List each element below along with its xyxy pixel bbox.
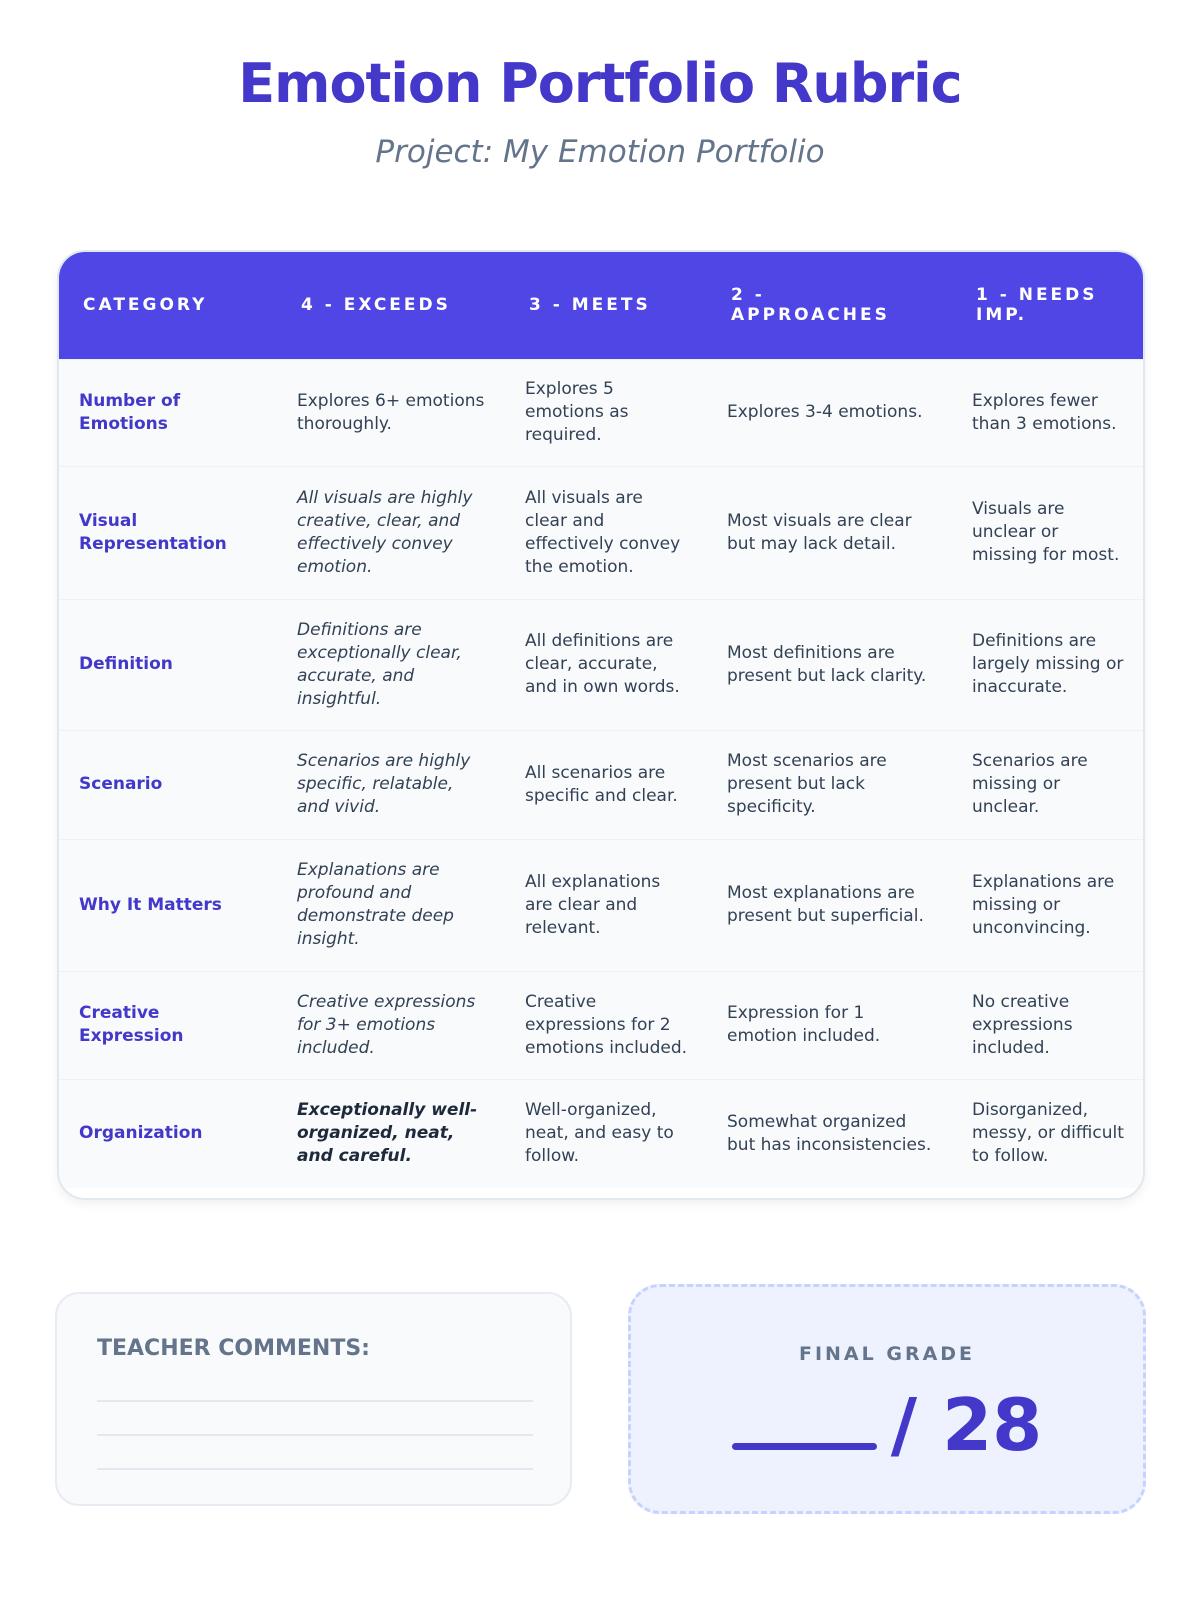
cell-exceeds: All visuals are highly creative, clear, … [277, 465, 505, 599]
row-category: Visual Representation [59, 465, 277, 599]
cell-meets: All scenarios are specific and clear. [505, 729, 707, 839]
table-row: Definition Definitions are exceptionally … [59, 598, 1143, 730]
cell-meets: Explores 5 emotions as required. [505, 358, 707, 466]
comment-line [97, 1400, 533, 1402]
final-grade-box: FINAL GRADE / 28 [628, 1284, 1146, 1514]
row-category: Why It Matters [59, 838, 277, 971]
table-row: Why It Matters Explanations are profound … [59, 838, 1143, 971]
grade-blank[interactable] [731, 1443, 877, 1450]
row-category: Definition [59, 598, 277, 730]
cell-needs-improvement: Scenarios are missing or unclear. [952, 729, 1143, 839]
cell-exceeds: Exceptionally well-organized, neat, and … [277, 1078, 505, 1188]
cell-meets: All visuals are clear and effectively co… [505, 465, 707, 599]
header-category: CATEGORY [59, 252, 277, 359]
cell-meets: All definitions are clear, accurate, and… [505, 598, 707, 730]
grade-total: / 28 [890, 1383, 1043, 1467]
final-grade-label: FINAL GRADE [798, 1343, 976, 1365]
cell-meets: All explanations are clear and relevant. [505, 838, 707, 971]
cell-exceeds: Definitions are exceptionally clear, acc… [277, 598, 505, 730]
cell-needs-improvement: Visuals are unclear or missing for most. [952, 465, 1143, 599]
cell-approaches: Somewhat organized but has inconsistenci… [707, 1078, 952, 1188]
table-row: Visual Representation All visuals are hig… [59, 465, 1143, 599]
cell-approaches: Most scenarios are present but lack spec… [707, 729, 952, 839]
teacher-comments-label: TEACHER COMMENTS: [97, 1336, 370, 1361]
cell-exceeds: Explores 6+ emotions thoroughly. [277, 358, 505, 466]
table-row: Organization Exceptionally well-organized… [59, 1078, 1143, 1188]
cell-approaches: Explores 3-4 emotions. [707, 358, 952, 466]
page-title: Emotion Portfolio Rubric [238, 52, 962, 115]
cell-exceeds: Scenarios are highly specific, relatable… [277, 729, 505, 839]
cell-approaches: Most explanations are present but superf… [707, 838, 952, 971]
rubric-table: CATEGORY 4 - EXCEEDS 3 - MEETS 2 - APPRO… [59, 252, 1143, 1188]
row-category: Number of Emotions [59, 358, 277, 466]
cell-meets: Well-organized, neat, and easy to follow… [505, 1078, 707, 1188]
final-grade-value: / 28 [631, 1383, 1143, 1467]
cell-approaches: Expression for 1 emotion included. [707, 970, 952, 1079]
project-subtitle: Project: My Emotion Portfolio [375, 134, 825, 170]
row-category: Organization [59, 1078, 277, 1188]
teacher-comments-box[interactable]: TEACHER COMMENTS: [55, 1292, 572, 1506]
cell-exceeds: Creative expressions for 3+ emotions inc… [277, 970, 505, 1079]
cell-needs-improvement: Disorganized, messy, or difficult to fol… [952, 1078, 1143, 1188]
table-row: Scenario Scenarios are highly specific, r… [59, 729, 1143, 839]
cell-approaches: Most definitions are present but lack cl… [707, 598, 952, 730]
rubric-table-card: CATEGORY 4 - EXCEEDS 3 - MEETS 2 - APPRO… [57, 250, 1145, 1200]
cell-needs-improvement: Definitions are largely missing or inacc… [952, 598, 1143, 730]
header-meets: 3 - MEETS [505, 252, 707, 359]
row-category: Creative Expression [59, 970, 277, 1079]
cell-needs-improvement: Explanations are missing or unconvincing… [952, 838, 1143, 971]
header-exceeds: 4 - EXCEEDS [277, 252, 505, 359]
comment-line [97, 1468, 533, 1470]
cell-needs-improvement: No creative expressions included. [952, 970, 1143, 1079]
row-category: Scenario [59, 729, 277, 839]
cell-approaches: Most visuals are clear but may lack deta… [707, 465, 952, 599]
table-row: Number of Emotions Explores 6+ emotions t… [59, 358, 1143, 466]
cell-exceeds: Explanations are profound and demonstrat… [277, 838, 505, 971]
cell-meets: Creative expressions for 2 emotions incl… [505, 970, 707, 1079]
cell-needs-improvement: Explores fewer than 3 emotions. [952, 358, 1143, 466]
table-row: Creative Expression Creative expressions … [59, 970, 1143, 1079]
header-approaches: 2 - APPROACHES [707, 252, 952, 359]
comment-line [97, 1434, 533, 1436]
header-needs-improvement: 1 - NEEDS IMP. [952, 252, 1143, 359]
